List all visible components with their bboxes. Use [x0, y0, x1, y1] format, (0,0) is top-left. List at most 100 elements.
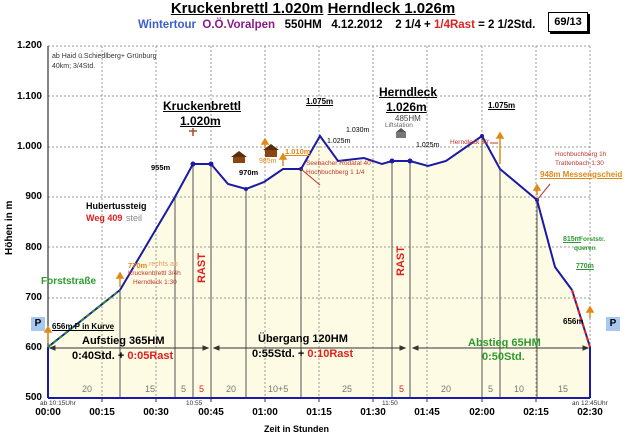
- clock-1055: 10:55: [186, 400, 203, 407]
- peak1-name: Kruckenbrettl: [163, 99, 242, 113]
- aufstieg-rest-time: 0:05Rast: [127, 350, 174, 362]
- title-peak2: Herndleck 1.026m: [327, 0, 456, 17]
- y-tick-1000: 1.000: [16, 141, 42, 152]
- seg-min: 20: [441, 384, 452, 394]
- point-1025a: 1.025m: [327, 138, 351, 145]
- seg-min: 5: [181, 384, 187, 394]
- seg-min: 5: [488, 384, 494, 394]
- rast-label-2: RAST: [395, 246, 407, 276]
- hut-icon-2: [263, 144, 279, 157]
- x-tick-0215: 02:15: [523, 407, 549, 418]
- summit-1075-b: 1.075m: [488, 101, 516, 110]
- point-985: 985m: [259, 158, 277, 165]
- total-time: = 2 1/2Std.: [478, 19, 536, 31]
- start-clock: ab 10:15Uhr: [40, 400, 76, 407]
- aufstieg-walk-time: 0:40Std. +: [72, 350, 125, 362]
- seg-min: 15: [145, 384, 156, 394]
- herndleck-time-note: Herndleck 1:30: [133, 279, 177, 286]
- x-tick-0230: 02:30: [577, 407, 603, 418]
- peak2-hm: 485HM: [395, 114, 421, 123]
- walk-time: 2 1/4 +: [395, 19, 431, 31]
- point-770-note: rechts ab: [149, 261, 178, 268]
- point-970: 970m: [239, 168, 259, 177]
- point-955: 955m: [151, 163, 171, 172]
- uebergang-rest-time: 0:10Rast: [307, 348, 354, 360]
- pointer-arrows: [300, 142, 551, 201]
- x-tick-0115: 01:15: [306, 407, 332, 418]
- title-peak1: Kruckenbrettl 1.020m: [170, 0, 324, 17]
- point-1010: 1.010m: [285, 147, 311, 156]
- seg-min: 10: [514, 384, 525, 394]
- chart-title: Kruckenbrettl 1.020m Herndleck 1.026m: [0, 0, 626, 17]
- seg-min: 20: [82, 384, 93, 394]
- uebergang-title: Übergang 120HM: [258, 333, 348, 345]
- kruckenbrettl-time-note: Kruckenbrettl 3/4h: [128, 270, 181, 277]
- seg-min: 10+5: [268, 384, 289, 394]
- messengscheid-label: 948m Messengscheid: [540, 170, 623, 179]
- hubertussteig-label: Hubertussteig: [86, 201, 147, 211]
- end-point-label: 656m: [563, 317, 584, 326]
- point-770-descent: 770m: [576, 263, 594, 270]
- start-point-label: 656m P in Kurve: [52, 322, 115, 331]
- point-770: 770m: [128, 261, 148, 270]
- rest-time: 1/4Rast: [433, 19, 475, 31]
- hochbuchberg-1h-note: Hochbuchberg 1h: [555, 151, 607, 158]
- lift-station-label: Liftstation: [385, 122, 413, 129]
- season-label: Wintertour: [138, 19, 197, 31]
- date-label: 4.12.2012: [331, 19, 383, 31]
- x-tick-0015: 00:15: [89, 407, 115, 418]
- approach-info-2: 40km; 3/4Std.: [52, 63, 96, 70]
- point-1030: 1.030m: [346, 127, 370, 134]
- y-tick-600: 600: [25, 342, 42, 353]
- x-tick-0045: 00:45: [198, 407, 224, 418]
- rast-label-1: RAST: [196, 253, 208, 283]
- seg-min: 20: [226, 384, 237, 394]
- x-tick-0130: 01:30: [360, 407, 386, 418]
- seg-min-rest: 5: [199, 384, 205, 394]
- seg-min-rest: 5: [399, 384, 405, 394]
- forststrasse-label: Forststraße: [41, 276, 97, 287]
- aufstieg-time: 0:40Std. + 0:05Rast: [72, 350, 173, 362]
- weg-label: Weg 409: [86, 213, 123, 223]
- abstieg-title: Abstieg 65HM: [468, 337, 541, 349]
- end-clock: an 12:45Uhr: [572, 400, 608, 407]
- hut-icon: [231, 151, 247, 163]
- route-line: [119, 134, 573, 291]
- summit-cross-icon: [189, 128, 197, 136]
- parking-icon-start: P: [31, 317, 45, 331]
- x-tick-0145: 01:45: [414, 407, 440, 418]
- peak1-elevation: 1.020m: [180, 114, 221, 128]
- trattenbach-note: Trattenbach 1:30: [555, 160, 604, 167]
- parking-icon-end: P: [606, 317, 620, 331]
- steil-label: steil: [126, 213, 143, 223]
- y-tick-500: 500: [25, 392, 42, 403]
- abstieg-time: 0:50Std.: [482, 351, 525, 363]
- queren-label: queren: [574, 245, 596, 252]
- hochbuchberg-note: Hochbuchberg 1 1/4: [306, 169, 365, 176]
- seg-min: 15: [558, 384, 569, 394]
- peak2-elevation: 1.026m: [386, 100, 427, 114]
- aufstieg-title: Aufstieg 365HM: [82, 335, 165, 347]
- herndleck-30-note: Herndleck 30': [450, 139, 490, 146]
- lift-station-icon: [396, 128, 406, 138]
- seg-min: 25: [342, 384, 353, 394]
- summit-1075-a: 1.075m: [306, 97, 334, 106]
- peak2-name: Herndleck: [379, 85, 438, 99]
- seebacher-note: Seebacher Rodatal 40': [306, 160, 372, 167]
- uebergang-walk-time: 0:55Std. +: [252, 348, 305, 360]
- approach-info-1: ab Haid ü.Schiedlberg+ Grünburg: [52, 53, 157, 60]
- point-1025b: 1.025m: [416, 142, 440, 149]
- segment-lines: [119, 136, 538, 398]
- x-tick-0000: 00:00: [35, 407, 61, 418]
- x-tick-0200: 02:00: [469, 407, 495, 418]
- direction-markers: [43, 131, 595, 343]
- forststr-label: Forststr.: [579, 236, 606, 243]
- point-815: 815m: [563, 236, 581, 243]
- tour-number-badge: 69/13: [548, 12, 588, 32]
- x-tick-0100: 01:00: [252, 407, 278, 418]
- x-axis-label: Zeit in Stunden: [264, 424, 329, 434]
- region-label: O.Ö.Voralpen: [202, 19, 276, 31]
- x-tick-0030: 00:30: [143, 407, 169, 418]
- y-tick-800: 800: [25, 242, 42, 253]
- uebergang-time: 0:55Std. + 0:10Rast: [252, 348, 353, 360]
